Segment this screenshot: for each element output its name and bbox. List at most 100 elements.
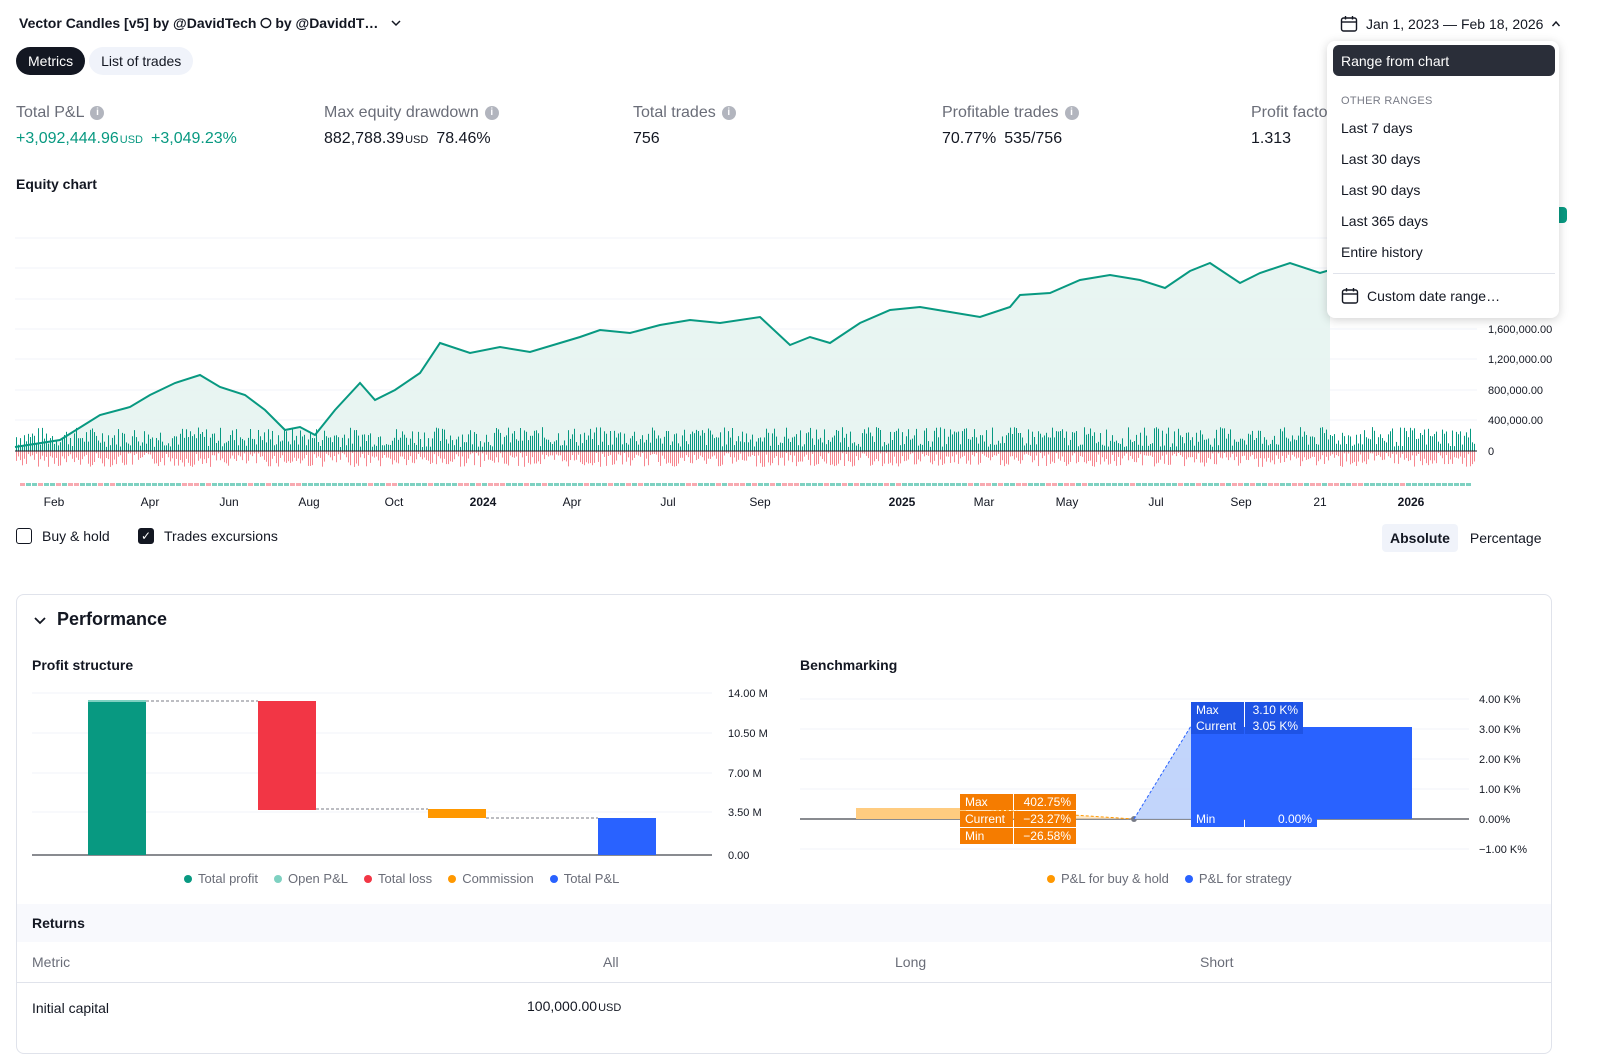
excursion-bar-positive	[356, 430, 357, 451]
excursion-bar-positive	[1272, 439, 1273, 451]
excursion-bar-positive	[844, 437, 845, 451]
trade-strip-segment	[1178, 483, 1183, 486]
y-tick-label: 400,000.00	[1488, 415, 1543, 427]
excursion-bar-positive	[930, 446, 931, 451]
excursion-bar-negative	[808, 451, 809, 460]
excursion-bar-positive	[1160, 446, 1161, 451]
date-range-selector[interactable]: Jan 1, 2023 — Feb 18, 2026	[1340, 12, 1561, 36]
tab-metrics[interactable]: Metrics	[16, 47, 86, 75]
excursion-bar-positive	[38, 428, 39, 451]
legend-item[interactable]: Total P&L	[549, 871, 619, 886]
excursion-bar-negative	[546, 451, 547, 456]
chevron-down-icon[interactable]	[390, 17, 402, 29]
menu-item-last-90-days[interactable]: Last 90 days	[1341, 182, 1421, 198]
excursion-bar-negative	[962, 451, 963, 457]
excursion-bar-negative	[44, 451, 45, 461]
excursion-bar-negative	[408, 451, 409, 460]
strategy-max-label: Max 3.10 K%	[1191, 702, 1303, 718]
excursion-bar-positive	[452, 440, 453, 451]
legend-item[interactable]: P&L for strategy	[1184, 871, 1292, 886]
excursion-bar-negative	[1242, 451, 1243, 457]
excursion-bar-negative	[922, 451, 923, 454]
excursion-bar-positive	[878, 427, 879, 451]
excursion-bar-positive	[538, 433, 539, 451]
custom-date-range-option[interactable]: Custom date range…	[1341, 287, 1500, 305]
excursion-bar-positive	[744, 442, 745, 451]
tab-list-of-trades[interactable]: List of trades	[89, 47, 194, 75]
legend-item[interactable]: Commission	[448, 871, 534, 886]
excursion-bar-negative	[420, 451, 421, 457]
excursion-bar-positive	[786, 427, 787, 451]
excursion-bar-negative	[74, 451, 75, 463]
excursion-bar-negative	[182, 451, 183, 463]
range-from-chart-option[interactable]: Range from chart	[1333, 45, 1555, 76]
excursion-bar-negative	[1188, 451, 1189, 458]
legend-item[interactable]: Open P&L	[273, 871, 348, 886]
excursion-bar-negative	[230, 451, 231, 459]
excursion-bar-negative	[290, 451, 291, 463]
excursion-bar-negative	[1306, 451, 1307, 460]
excursion-bar-positive	[348, 438, 349, 451]
excursion-bar-negative	[1156, 451, 1157, 464]
info-icon[interactable]: i	[1064, 106, 1079, 120]
legend-item[interactable]: P&L for buy & hold	[1047, 871, 1169, 886]
excursion-bar-positive	[126, 442, 127, 451]
benchmarking-title: Benchmarking	[800, 657, 898, 673]
excursion-bar-positive	[922, 444, 923, 451]
column-header-metric: Metric	[32, 954, 71, 970]
strategy-title[interactable]: Vector Candles [v5] by @DavidTech 🞅 by @…	[19, 15, 379, 31]
buy-hold-checkbox[interactable]: Buy & hold	[16, 528, 110, 544]
excursion-bar-negative	[1016, 451, 1017, 458]
performance-header[interactable]: Performance	[33, 609, 167, 630]
percentage-button[interactable]: Percentage	[1469, 530, 1542, 546]
excursion-bar-positive	[528, 440, 529, 451]
excursion-bar-positive	[438, 428, 439, 451]
menu-item-last-30-days[interactable]: Last 30 days	[1341, 151, 1421, 167]
excursion-bar-positive	[506, 435, 507, 451]
legend-item[interactable]: Total loss	[363, 871, 432, 886]
menu-item-last-365-days[interactable]: Last 365 days	[1341, 213, 1429, 229]
excursion-bar-negative	[504, 451, 505, 464]
excursion-bar-negative	[368, 451, 369, 456]
value-box	[1245, 811, 1317, 827]
info-icon[interactable]: i	[90, 106, 105, 120]
excursion-bar-positive	[750, 439, 751, 451]
excursion-bar-positive	[1116, 440, 1117, 451]
menu-item-last-7-days[interactable]: Last 7 days	[1341, 120, 1413, 136]
trades-excursions-checkbox[interactable]: ✓ Trades excursions	[138, 528, 278, 544]
excursion-bar-negative	[980, 451, 981, 463]
equity-chart[interactable]: 1,600,000.001,200,000.00800,000.00400,00…	[0, 195, 1614, 515]
excursion-bar-positive	[1212, 446, 1213, 451]
excursion-bar-positive	[656, 438, 657, 451]
buy-hold-max-label: Max 402.75%	[960, 794, 1076, 810]
excursion-bar-negative	[386, 451, 387, 458]
excursion-bar-positive	[1314, 437, 1315, 451]
excursion-bar-negative	[1180, 451, 1181, 456]
excursion-bar-positive	[202, 431, 203, 451]
trade-strip-segment	[1034, 483, 1039, 486]
excursion-bar-negative	[178, 451, 179, 466]
excursion-bar-negative	[590, 451, 591, 464]
trade-strip-segment	[92, 483, 97, 486]
excursion-bar-positive	[636, 441, 637, 451]
excursion-bar-negative	[384, 451, 385, 456]
excursion-bar-negative	[1214, 451, 1215, 465]
checkmark-icon[interactable]: ✓	[138, 528, 154, 544]
legend-item[interactable]: Total profit	[184, 871, 258, 886]
excursion-bar-negative	[1022, 451, 1023, 461]
trade-strip-segment	[428, 483, 433, 486]
absolute-button[interactable]: Absolute	[1382, 524, 1458, 552]
info-icon[interactable]: i	[484, 106, 499, 120]
excursion-bar-negative	[1382, 451, 1383, 461]
trade-strip-segment	[362, 483, 367, 486]
trade-strip-segment	[980, 483, 985, 486]
excursion-bar-positive	[736, 441, 737, 451]
trade-strip-segment	[50, 483, 55, 486]
benchmarking-legend: P&L for buy & hold P&L for strategy	[1047, 871, 1292, 886]
excursion-bar-negative	[930, 451, 931, 463]
excursion-bar-negative	[160, 451, 161, 462]
checkbox-box[interactable]	[16, 528, 32, 544]
excursion-bar-positive	[562, 445, 563, 451]
info-icon[interactable]: i	[721, 106, 736, 120]
menu-item-entire-history[interactable]: Entire history	[1341, 244, 1423, 260]
